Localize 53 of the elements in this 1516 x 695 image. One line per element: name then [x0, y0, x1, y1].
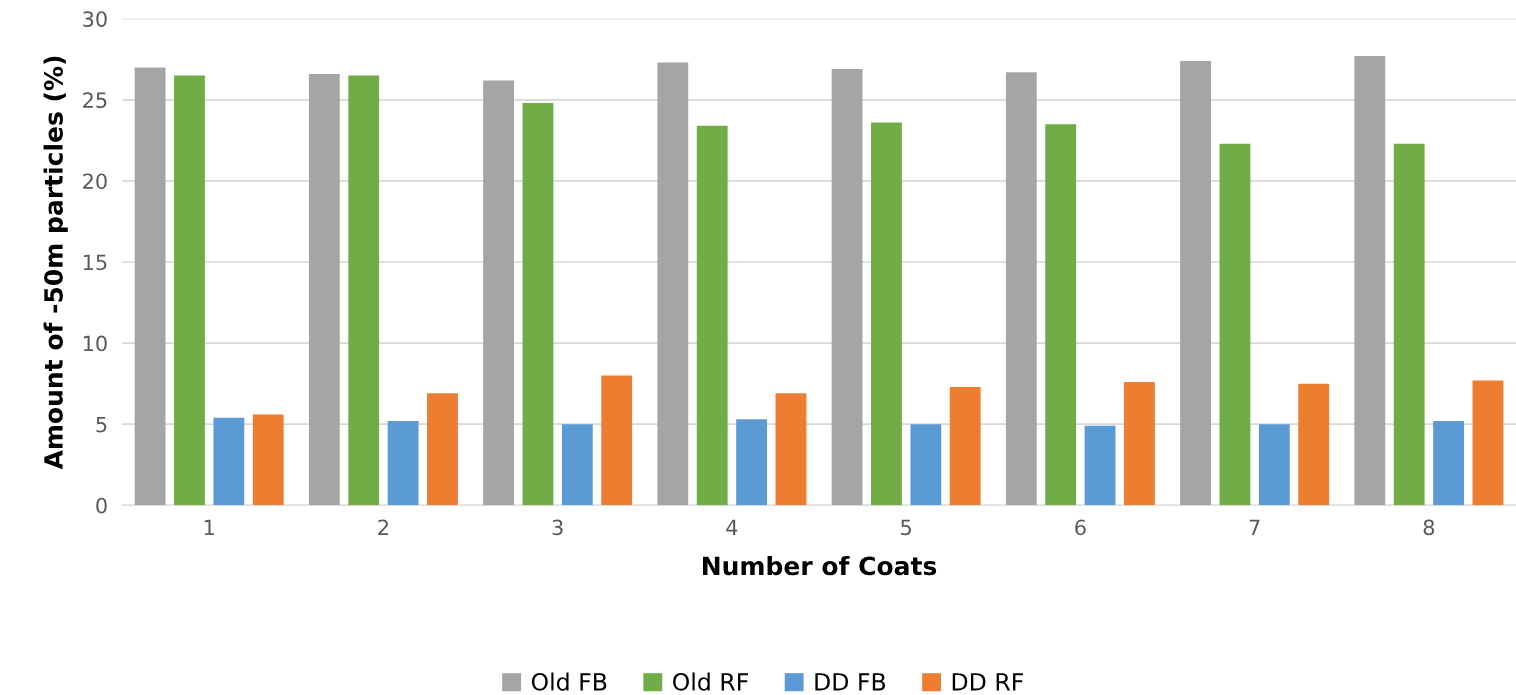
x-axis-title: Number of Coats: [703, 555, 937, 576]
bar: [561, 424, 593, 506]
bar: [1045, 124, 1077, 506]
bar: [1433, 420, 1464, 506]
y-tick-label: 25: [83, 92, 107, 109]
bar: [483, 80, 514, 506]
bar: [348, 75, 380, 506]
bar: [949, 386, 981, 506]
bar: [601, 375, 633, 506]
y-tick-label: 15: [83, 254, 107, 271]
y-tick-label: 30: [83, 11, 107, 27]
bar: [831, 69, 863, 506]
bar: [1005, 72, 1037, 506]
bar: [736, 419, 768, 506]
y-tick-label: 20: [83, 173, 107, 190]
bar: [1354, 56, 1386, 506]
bar: [657, 62, 689, 506]
x-tick-label: 6: [1075, 519, 1086, 536]
bar: [1124, 382, 1155, 506]
bar: [1258, 424, 1290, 506]
legend-label: Old RF: [673, 672, 748, 691]
bar: [174, 75, 205, 506]
legend-label: Old FB: [531, 672, 607, 691]
y-tick-label: 10: [83, 335, 107, 352]
bar: [910, 424, 942, 506]
x-tick-label: 3: [552, 519, 563, 536]
bar: [252, 414, 284, 506]
bar: [775, 393, 807, 506]
y-tick-label: 5: [96, 416, 107, 433]
x-tick-label: 5: [901, 519, 911, 536]
bar: [134, 67, 166, 506]
bar: [871, 122, 902, 506]
bar: [1472, 380, 1504, 506]
bar: [696, 125, 728, 506]
x-tick-label: 1: [204, 519, 214, 535]
x-tick-label: 4: [726, 519, 738, 535]
x-tick-label: 2: [378, 519, 388, 535]
bar: [1180, 60, 1211, 506]
y-axis-title: Amount of -50m particles (%): [43, 56, 68, 470]
legend-label: DD RF: [952, 673, 1023, 691]
bar: [427, 393, 458, 506]
y-tick-label: 0: [96, 497, 107, 514]
bar: [308, 73, 340, 506]
bar: [1298, 383, 1330, 506]
legend-label: DD FB: [815, 673, 886, 691]
bar: [1219, 143, 1251, 506]
bar: [1393, 143, 1425, 506]
x-tick-label: 8: [1423, 519, 1435, 536]
bar: [213, 417, 245, 506]
bar: [387, 420, 419, 506]
x-tick-label: 7: [1249, 519, 1260, 535]
bar: [1084, 425, 1116, 506]
bar: [522, 103, 554, 506]
